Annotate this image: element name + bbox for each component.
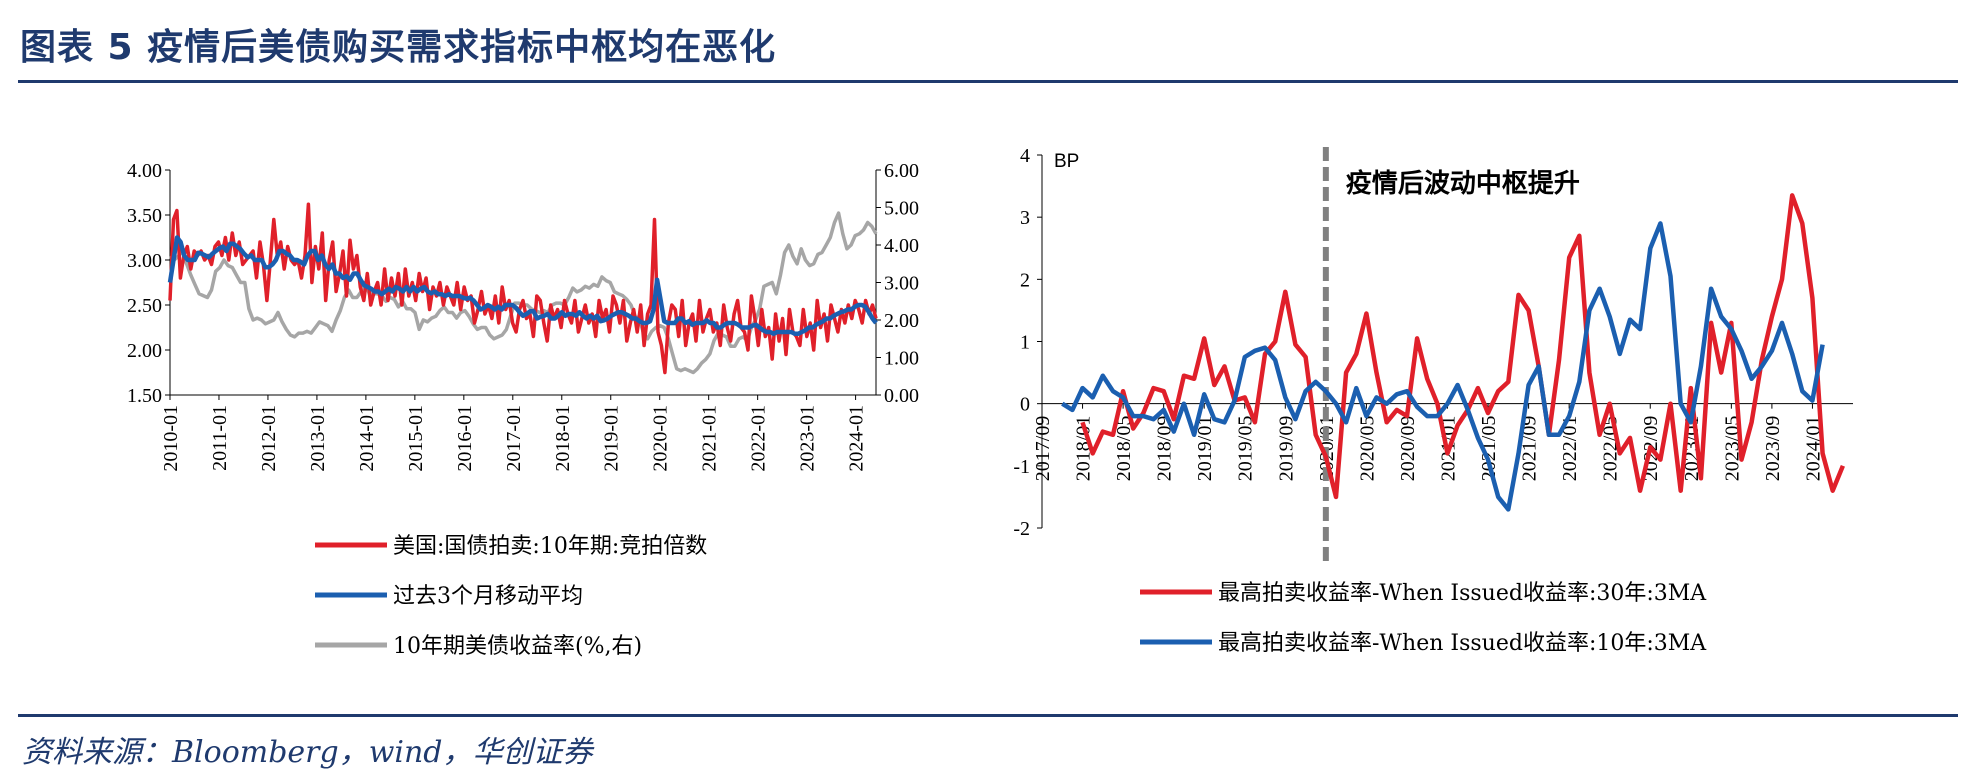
y-left-tick-label: 4.00 [127,160,162,182]
y-right-tick-label: 1.00 [884,348,919,370]
legend-label: 过去3个月移动平均 [393,584,583,609]
x-tick-label: 2012-01 [258,405,280,472]
x-tick-label: 2019/05 [1235,416,1257,482]
x-tick-label: 2024-01 [846,405,868,472]
x-tick-label: 2021/05 [1478,416,1500,482]
y-left-tick-label: 3.50 [127,205,162,227]
legend-label: 10年期美债收益率(%,右) [393,634,642,659]
chart-right-auction-tail: 4 3 2 1 0 -1 -2 BP 2017/09 2018/01 2018/05 2018/09 2… [1013,145,1853,656]
x-tick-label: 2022/01 [1559,416,1581,482]
x-tick-label: 2010-01 [160,405,182,472]
x-tick-label: 2020/05 [1356,416,1378,482]
x-tick-label: 2017-01 [503,405,525,472]
x-tick-label: 2020/09 [1397,416,1419,482]
x-tick-label: 2018/01 [1073,416,1095,482]
x-tick-label: 2020-01 [650,405,672,472]
y-tick-label: -2 [1013,518,1030,540]
x-tick-label: 2023/09 [1762,416,1784,482]
x-tick-label: 2018/05 [1113,416,1135,482]
y-tick-label: 2 [1020,269,1030,291]
x-tick-label: 2023-01 [797,405,819,472]
series-line-1 [1080,193,1845,500]
x-tick-label: 2016-01 [454,405,476,472]
x-tick-label: 2021/09 [1519,416,1541,482]
y-right-tick-label: 0.00 [884,385,919,407]
series-line-1 [168,202,878,375]
y-right-tick-label: 2.00 [884,310,919,332]
x-tick-label: 2019/09 [1275,416,1297,482]
y-left-tick-label: 2.50 [127,295,162,317]
x-tick-label: 2014-01 [356,405,378,472]
y-left-tick-label: 1.50 [127,385,162,407]
y-tick-label: -1 [1013,456,1030,478]
x-tick-label: 2018/09 [1154,416,1176,482]
y-right-tick-label: 4.00 [884,235,919,257]
x-tick-label: 2019-01 [601,405,623,472]
y-right-tick-label: 6.00 [884,160,919,182]
annotation-label: 疫情后波动中枢提升 [1346,168,1580,199]
chart-left-auction-bid-to-cover: 4.00 3.50 3.00 2.50 2.00 1.50 6.00 5.00 4.00 3.00… [127,160,919,659]
y-tick-label: 1 [1020,332,1030,354]
page-title: 图表 5 疫情后美债购买需求指标中枢均在恶化 [20,27,777,68]
y-tick-label: 4 [1020,145,1030,167]
x-tick-label: 2017/09 [1032,416,1054,482]
series-line-2 [1061,221,1825,512]
y-unit-label: BP [1054,151,1079,172]
x-tick-label: 2022-01 [748,405,770,472]
title-divider [18,80,1958,83]
x-tick-label: 2019/01 [1194,416,1216,482]
legend-label: 美国:国债拍卖:10年期:竞拍倍数 [393,534,707,559]
source-note: 资料来源：Bloomberg，wind，华创证券 [22,735,593,770]
y-right-tick-label: 3.00 [884,273,919,295]
y-tick-label: 3 [1020,207,1030,229]
x-tick-label: 2013-01 [307,405,329,472]
x-tick-label: 2018-01 [552,405,574,472]
legend-label: 最高拍卖收益率-When Issued收益率:10年:3MA [1218,631,1707,656]
series-line-2 [167,235,878,337]
y-left-tick-label: 3.00 [127,250,162,272]
y-tick-label: 0 [1020,394,1030,416]
y-left-tick-label: 2.00 [127,340,162,362]
y-right-tick-label: 5.00 [884,198,919,220]
x-tick-label: 2011-01 [209,405,231,471]
x-tick-label: 2021-01 [699,405,721,472]
legend-label: 最高拍卖收益率-When Issued收益率:30年:3MA [1218,581,1707,606]
x-tick-label: 2015-01 [405,405,427,472]
source-divider [18,714,1958,717]
